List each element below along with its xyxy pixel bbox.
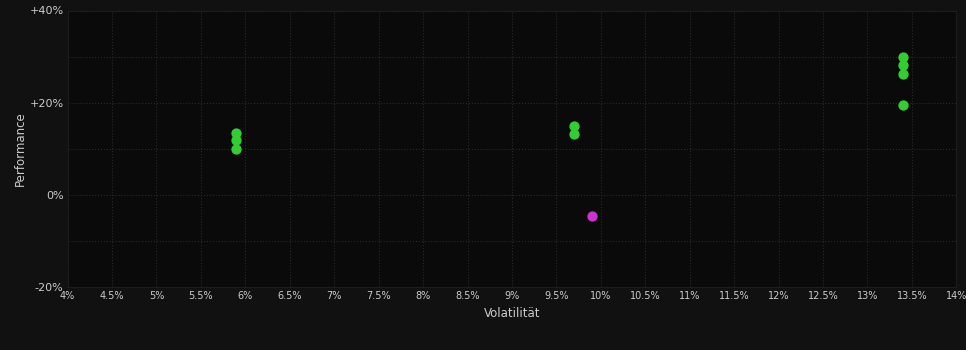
Point	[584, 214, 600, 219]
Y-axis label: Performance: Performance	[14, 111, 26, 186]
X-axis label: Volatilität: Volatilität	[484, 307, 540, 320]
Point	[566, 131, 582, 136]
Point	[895, 54, 911, 60]
Point	[566, 123, 582, 128]
Point	[895, 102, 911, 108]
Point	[895, 71, 911, 77]
Point	[229, 138, 244, 143]
Point	[895, 62, 911, 68]
Point	[229, 146, 244, 152]
Point	[229, 130, 244, 135]
